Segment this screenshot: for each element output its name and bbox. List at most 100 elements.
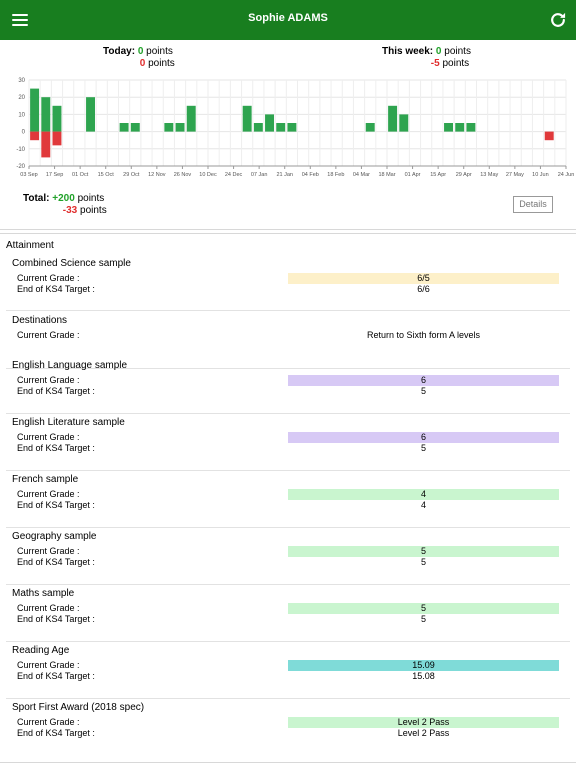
- negative-bar: [41, 131, 51, 158]
- current-grade-value: 6: [288, 375, 559, 386]
- subject-name: Maths sample: [12, 588, 75, 599]
- positive-bar: [119, 123, 129, 132]
- current-grade-label: Current Grade :: [17, 660, 80, 670]
- current-grade-value: 4: [288, 489, 559, 500]
- target-grade-label: End of KS4 Target :: [17, 443, 95, 453]
- target-grade-value: 6/6: [417, 284, 430, 294]
- total-positive-points: +200: [52, 193, 75, 204]
- current-grade-value: 5: [288, 603, 559, 614]
- x-tick-label: 18 Mar: [378, 172, 395, 178]
- current-grade-value: 6: [288, 432, 559, 443]
- total-label: Total:: [23, 193, 50, 204]
- subject-name: Destinations: [12, 315, 68, 326]
- points-word: points: [77, 193, 105, 204]
- subject-divider: [6, 310, 570, 311]
- positive-bar: [52, 105, 62, 132]
- points-word: points: [80, 205, 107, 216]
- current-grade-label: Current Grade :: [17, 432, 80, 442]
- current-grade-value: Return to Sixth form A levels: [366, 330, 481, 340]
- today-positive-points: 0: [137, 46, 144, 57]
- x-tick-label: 10 Dec: [199, 172, 217, 178]
- details-button[interactable]: Details: [513, 196, 553, 213]
- x-tick-label: 15 Apr: [430, 172, 446, 178]
- subject-name: French sample: [12, 474, 79, 485]
- target-grade-value: 5: [420, 614, 426, 624]
- x-tick-label: 10 Jun: [532, 172, 549, 178]
- subject-divider: [6, 527, 570, 528]
- positive-bar: [265, 114, 275, 132]
- negative-bar: [30, 131, 40, 141]
- positive-bar: [86, 97, 96, 132]
- current-grade-label: Current Grade :: [17, 375, 80, 385]
- subject-name: Combined Science sample: [12, 258, 131, 269]
- x-tick-label: 27 May: [506, 172, 524, 178]
- target-grade-label: End of KS4 Target :: [17, 671, 95, 681]
- target-grade-value: 5: [420, 386, 426, 396]
- student-name-title: Sophie ADAMS: [248, 12, 328, 24]
- target-grade-value: 5: [420, 557, 426, 567]
- x-tick-label: 24 Dec: [225, 172, 243, 178]
- points-word: points: [146, 46, 173, 57]
- subject-divider: [6, 584, 570, 585]
- today-label: Today:: [103, 46, 136, 57]
- positive-bar: [455, 123, 465, 132]
- positive-bar: [388, 105, 398, 132]
- current-grade-label: Current Grade :: [17, 546, 80, 556]
- today-stat: Today: 0 points 0 points: [103, 46, 175, 70]
- divider: [0, 233, 576, 234]
- x-tick-label: 15 Oct: [98, 172, 115, 178]
- subject-divider: [6, 368, 570, 369]
- current-grade-value: 5: [288, 546, 559, 557]
- current-grade-label: Current Grade :: [17, 717, 80, 727]
- positive-bar: [365, 123, 375, 132]
- subject-divider: [6, 413, 570, 414]
- positive-bar: [276, 123, 286, 132]
- points-word: points: [148, 58, 175, 69]
- positive-bar: [399, 114, 409, 132]
- y-tick-label: -10: [16, 147, 25, 153]
- menu-icon[interactable]: [8, 8, 32, 32]
- x-tick-label: 03 Sep: [20, 172, 37, 178]
- points-word: points: [444, 46, 471, 57]
- y-tick-label: 10: [18, 112, 25, 118]
- current-grade-value: 6/5: [288, 273, 559, 284]
- total-negative-points: -33: [62, 205, 78, 216]
- attainment-title: Attainment: [6, 240, 54, 251]
- subject-name: Reading Age: [12, 645, 70, 656]
- current-grade-value: Level 2 Pass: [288, 717, 559, 728]
- target-grade-label: End of KS4 Target :: [17, 500, 95, 510]
- target-grade-value: 4: [420, 500, 426, 510]
- positive-bar: [466, 123, 476, 132]
- positive-bar: [444, 123, 454, 132]
- x-tick-label: 17 Sep: [46, 172, 63, 178]
- y-tick-label: -20: [16, 164, 25, 170]
- subject-divider: [6, 698, 570, 699]
- subject-name: Sport First Award (2018 spec): [12, 702, 145, 713]
- current-grade-label: Current Grade :: [17, 330, 80, 340]
- y-tick-label: 0: [22, 130, 26, 136]
- x-tick-label: 01 Apr: [405, 172, 421, 178]
- current-grade-value: 15.09: [288, 660, 559, 671]
- x-tick-label: 29 Oct: [123, 172, 140, 178]
- negative-bar: [544, 131, 554, 141]
- y-tick-label: 30: [18, 78, 25, 84]
- target-grade-label: End of KS4 Target :: [17, 284, 95, 294]
- target-grade-label: End of KS4 Target :: [17, 728, 95, 738]
- divider: [0, 229, 576, 230]
- positive-bar: [287, 123, 297, 132]
- negative-bar: [52, 131, 62, 146]
- y-tick-label: 20: [18, 95, 25, 101]
- subject-name: Geography sample: [12, 531, 97, 542]
- positive-bar: [175, 123, 185, 132]
- positive-bar: [186, 105, 196, 132]
- positive-bar: [253, 123, 263, 132]
- divider: [0, 762, 576, 763]
- refresh-icon[interactable]: [548, 10, 568, 30]
- week-label: This week:: [382, 46, 434, 57]
- x-tick-label: 01 Oct: [72, 172, 89, 178]
- subject-divider: [6, 470, 570, 471]
- target-grade-label: End of KS4 Target :: [17, 614, 95, 624]
- week-stat: This week: 0 points -5 points: [382, 46, 471, 70]
- positive-bar: [164, 123, 174, 132]
- subject-divider: [6, 641, 570, 642]
